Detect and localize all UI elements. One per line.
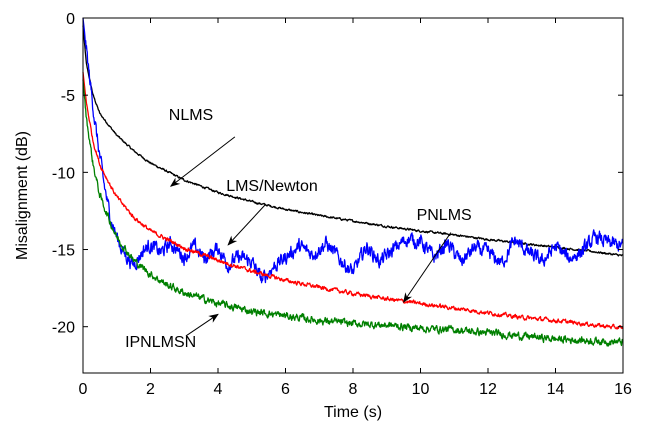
series-layer bbox=[82, 17, 624, 347]
annotation-label: LMS/Newton bbox=[226, 178, 318, 195]
series-line-1 bbox=[82, 17, 624, 284]
annotation-label: NLMS bbox=[169, 107, 213, 124]
ticks-layer: 0 2 4 6 8 10 12 14 16 0 -5 -10 -15 -20 bbox=[52, 11, 632, 398]
series-line-3 bbox=[82, 79, 624, 347]
annotation-label: PNLMS bbox=[417, 207, 472, 224]
x-tick-label: 14 bbox=[547, 381, 565, 398]
y-axis-title: Misalignment (dB) bbox=[14, 131, 31, 260]
y-tick-label: -10 bbox=[52, 165, 75, 182]
x-tick-label: 6 bbox=[281, 381, 290, 398]
y-tick-label: -20 bbox=[52, 320, 75, 337]
annotation-arrow bbox=[403, 232, 452, 303]
annotation-arrow bbox=[169, 136, 236, 187]
x-axis-title: Time (s) bbox=[324, 404, 382, 421]
annotation-label: IPNLMSN bbox=[125, 334, 196, 351]
series-line-2 bbox=[82, 71, 624, 330]
annotation-arrow bbox=[185, 313, 219, 337]
y-tick-label: -15 bbox=[52, 243, 75, 260]
x-tick-label: 0 bbox=[79, 381, 88, 398]
x-tick-label: 12 bbox=[479, 381, 497, 398]
x-tick-label: 10 bbox=[412, 381, 430, 398]
y-tick-label: 0 bbox=[66, 11, 75, 28]
x-tick-label: 16 bbox=[614, 381, 632, 398]
annotation-layer: NLMS LMS/Newton PNLMS IPNLMSN bbox=[125, 107, 472, 351]
y-tick-label: -5 bbox=[61, 88, 75, 105]
x-tick-label: 4 bbox=[214, 381, 223, 398]
x-tick-label: 2 bbox=[146, 381, 155, 398]
x-tick-label: 8 bbox=[349, 381, 358, 398]
annotation-arrow bbox=[227, 204, 266, 246]
series-line-0 bbox=[82, 25, 624, 257]
